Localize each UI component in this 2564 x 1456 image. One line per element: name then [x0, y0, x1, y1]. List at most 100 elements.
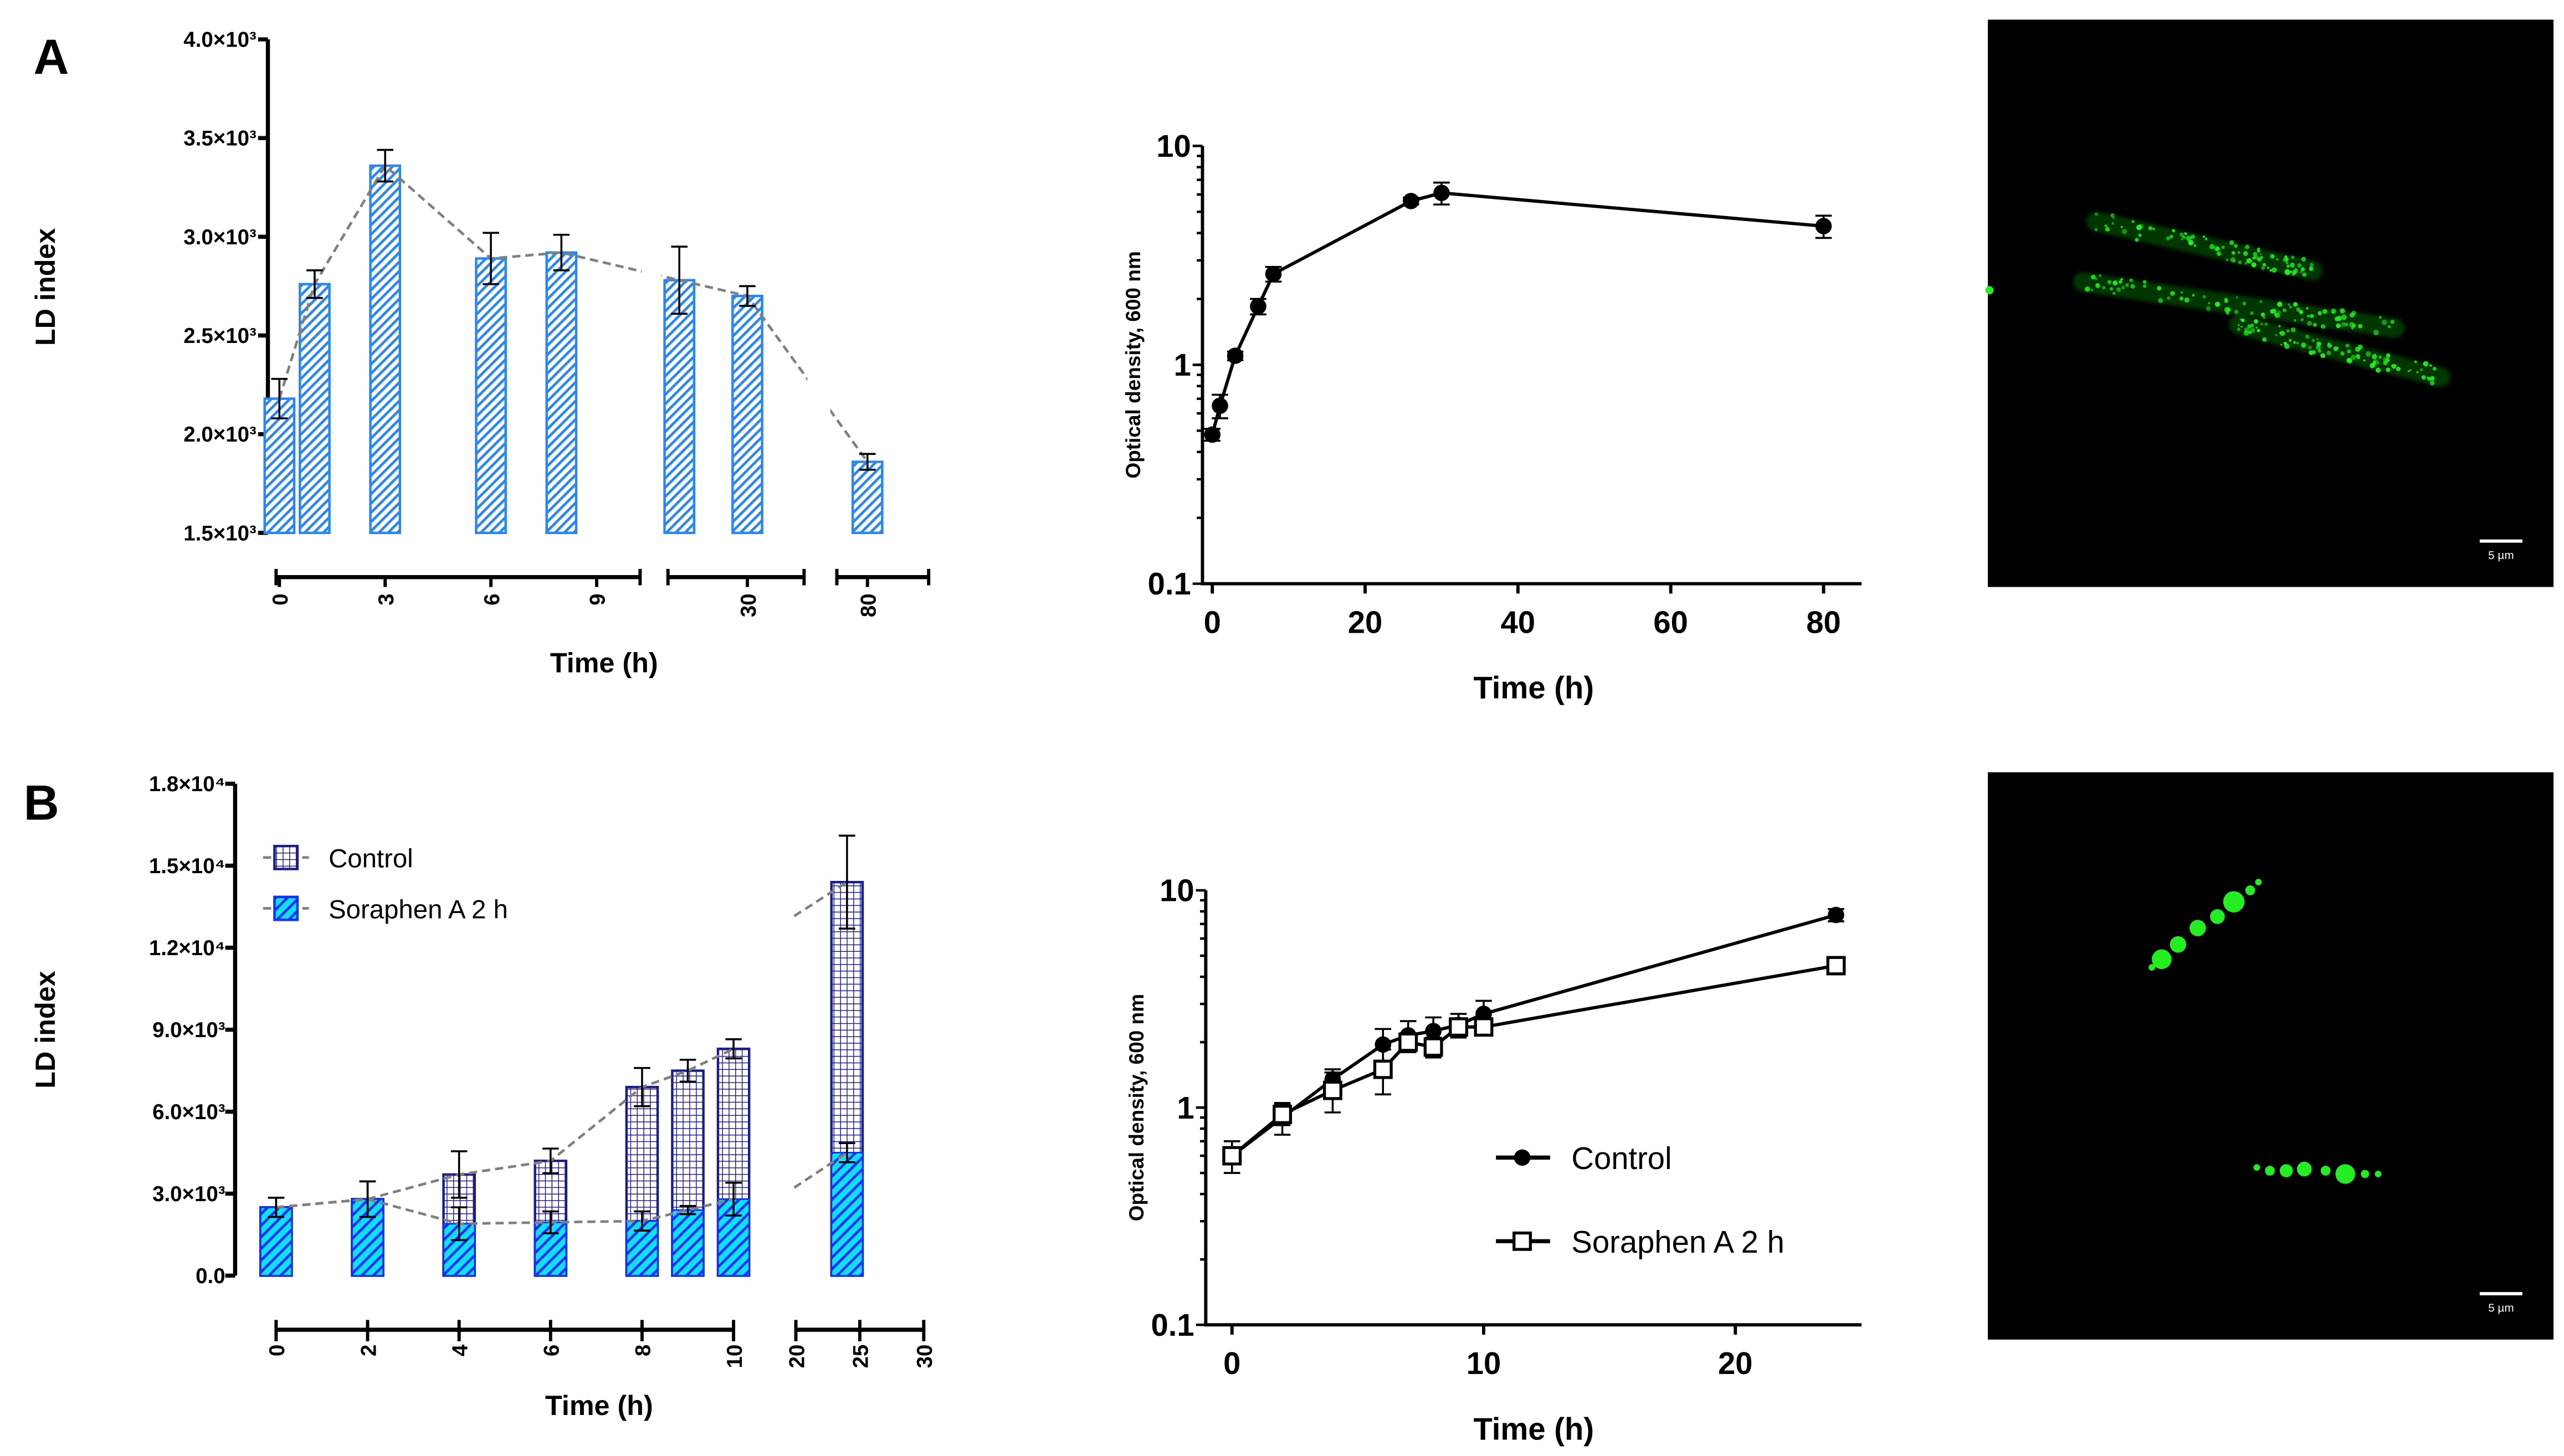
lipid-droplet	[2336, 323, 2341, 329]
lipid-droplet	[2120, 278, 2122, 281]
x-axis-break	[835, 568, 931, 586]
data-point	[1449, 1017, 1469, 1037]
lipid-droplet	[2375, 1171, 2382, 1177]
lipid-droplet	[2427, 377, 2432, 381]
lipid-droplet	[2234, 309, 2239, 314]
y-tick-label: 1	[1177, 1090, 1194, 1125]
data-point	[1425, 1023, 1442, 1039]
lipid-droplet	[2129, 278, 2134, 283]
series-line	[1211, 191, 1824, 435]
bar	[369, 164, 402, 535]
lipid-droplet	[2262, 337, 2267, 342]
lipid-droplet	[2107, 280, 2112, 284]
error-bar	[679, 1204, 696, 1216]
lipid-droplet	[2316, 338, 2319, 340]
lipid-droplet	[2259, 253, 2262, 255]
lipid-droplet	[2094, 212, 2098, 216]
lipid-droplet	[2320, 353, 2326, 358]
legend-item: Soraphen A 2 h	[263, 895, 508, 924]
lipid-droplet	[2209, 244, 2215, 249]
cell-body	[2086, 211, 2322, 281]
lipid-droplet	[2320, 324, 2326, 329]
lipid-droplet	[2240, 325, 2243, 328]
lipid-droplet	[2423, 361, 2428, 367]
x-tick-label: 80	[857, 593, 881, 617]
lipid-droplet	[2189, 920, 2206, 936]
lipid-droplet	[2416, 371, 2419, 374]
x-tick-label: 2	[357, 1345, 381, 1356]
lipid-droplet	[2296, 1161, 2312, 1177]
y-tick-label: 0.0	[196, 1264, 225, 1288]
lipid-droplet	[2346, 357, 2352, 363]
error-bar	[679, 1059, 696, 1083]
lipid-droplet	[2306, 315, 2310, 318]
error-bar	[634, 1210, 650, 1232]
lipid-droplet	[2188, 240, 2194, 245]
lipid-droplet	[2335, 1164, 2355, 1184]
bar-soraphen	[671, 1209, 705, 1276]
lipid-droplet	[2348, 321, 2355, 327]
lipid-droplet	[2335, 316, 2340, 321]
lipid-droplet	[2208, 302, 2211, 305]
lipid-droplet	[2230, 257, 2236, 263]
lipid-droplet	[2181, 238, 2183, 240]
lipid-droplet	[2341, 322, 2346, 327]
lipid-droplet	[2269, 269, 2273, 272]
lipid-droplet	[2396, 367, 2401, 371]
lipid-droplet	[2172, 229, 2176, 233]
legend: Control Soraphen A 2 h	[1496, 1141, 1784, 1259]
lipid-droplet	[2327, 343, 2332, 348]
x-axis-title: Time (h)	[550, 647, 658, 678]
series-line	[1230, 913, 1837, 1157]
lipid-droplet	[2131, 220, 2135, 223]
y-tick-label: 3.0×10³	[152, 1182, 225, 1206]
legend-label: Soraphen A 2 h	[1571, 1224, 1784, 1259]
x-tick-label: 30	[737, 593, 761, 617]
lipid-droplet	[2306, 307, 2309, 310]
lipid-droplet	[2110, 287, 2114, 291]
x-tick-label: 25	[849, 1345, 873, 1368]
lipid-droplet	[2225, 258, 2229, 262]
lipid-droplet	[2265, 1166, 2275, 1176]
lipid-droplet	[2365, 351, 2371, 357]
lipid-droplet	[2184, 297, 2189, 303]
lipid-droplet	[2280, 331, 2285, 336]
axes	[1204, 890, 1862, 1327]
x-tick-label: 6	[480, 593, 504, 605]
y-tick-label: 4.0×10³	[183, 28, 257, 52]
lipid-droplet	[2253, 1164, 2260, 1171]
y-tick-label: 0.1	[1148, 566, 1191, 601]
y-axis-title: LD index	[29, 228, 61, 346]
legend-label: Soraphen A 2 h	[329, 895, 508, 924]
lipid-droplet	[2363, 359, 2366, 362]
lipid-droplet	[2302, 272, 2307, 277]
ld-index-bar-chart-b: 0.0 3.0×10³ 6.0×10³ 9.0×10³ 1.2×10⁴ 1.5×10⁴ 1.…	[29, 772, 937, 1421]
error-bar	[377, 148, 393, 183]
lipid-droplet	[2305, 334, 2310, 339]
lipid-droplet	[2356, 354, 2361, 359]
lipid-droplet	[2370, 363, 2375, 368]
lipid-droplet	[2361, 1170, 2370, 1178]
lipid-droplet	[2255, 326, 2258, 329]
lipid-droplet	[2293, 302, 2298, 307]
lipid-droplet	[2110, 213, 2115, 218]
axis-break-gap	[807, 163, 830, 492]
bar	[851, 460, 884, 535]
lipid-droplet	[2214, 301, 2221, 307]
lipid-droplet	[2414, 360, 2417, 363]
lipid-droplet	[2301, 257, 2306, 262]
lipid-droplet	[2238, 260, 2242, 265]
lipid-droplet	[2148, 226, 2153, 230]
lipid-droplet	[2250, 327, 2255, 334]
error-bar	[839, 1142, 855, 1163]
lipid-droplet	[2307, 345, 2312, 350]
lipid-droplet	[2262, 316, 2266, 320]
lipid-droplet	[2095, 283, 2100, 288]
y-axis-title: Optical density, 600 nm	[1125, 994, 1148, 1221]
y-tick-label: 3.0×10³	[183, 225, 257, 249]
lipid-droplet	[2142, 284, 2147, 288]
lipid-droplet	[2245, 244, 2250, 249]
lipid-droplet	[2270, 309, 2275, 314]
bar-soraphen	[625, 1220, 659, 1276]
lipid-droplet	[2317, 349, 2321, 353]
